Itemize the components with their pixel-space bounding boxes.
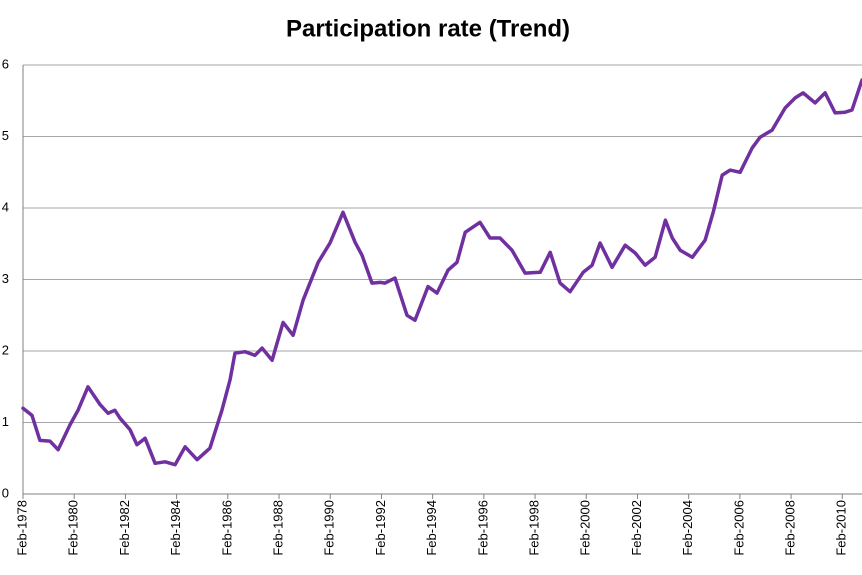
x-tick-label: Feb-2002 (629, 500, 644, 556)
y-tick-label: 1 (2, 414, 9, 429)
x-tick-label: Feb-1998 (526, 500, 541, 556)
x-tick-label: Feb-1990 (322, 500, 337, 556)
x-tick-label: Feb-1982 (117, 500, 132, 556)
x-tick-label: Feb-1994 (424, 500, 439, 556)
x-tick-label: Feb-1992 (373, 500, 388, 556)
chart-title: Participation rate (Trend) (286, 15, 570, 42)
x-tick-label: Feb-1984 (168, 500, 183, 556)
data-line (21, 78, 862, 467)
x-tick-label: Feb-1978 (14, 500, 29, 556)
y-tick-label: 0 (2, 485, 9, 500)
x-tick-label: Feb-2010 (834, 500, 849, 556)
x-tick-label: Feb-1980 (66, 500, 81, 556)
y-tick-label: 2 (2, 342, 9, 357)
x-tick-label: Feb-1986 (219, 500, 234, 556)
x-tick-label: Feb-2008 (783, 500, 798, 556)
y-tick-label: 6 (2, 56, 9, 71)
x-tick-label: Feb-2006 (731, 500, 746, 556)
x-tick-label: Feb-1988 (270, 500, 285, 556)
x-tick-label: Feb-2004 (680, 500, 695, 556)
x-tick-label: Feb-2000 (578, 500, 593, 556)
x-tick-label: Feb-1996 (475, 500, 490, 556)
y-tick-label: 4 (2, 199, 9, 214)
y-tick-label: 5 (2, 128, 9, 143)
y-tick-label: 3 (2, 271, 9, 286)
